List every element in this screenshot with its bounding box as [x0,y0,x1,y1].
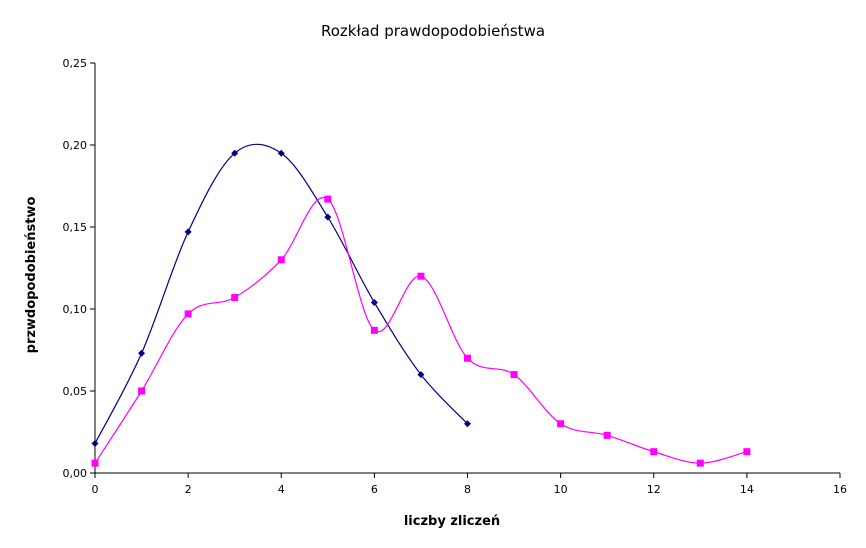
series-1-point [91,439,99,447]
series-1-point [370,298,378,306]
x-axis-label: liczby zliczeń [404,514,500,529]
y-tick-label: 0,15 [63,221,88,234]
x-tick-label: 6 [371,483,378,496]
chart-title: Rozkład prawdopodobieństwa [321,22,545,40]
x-tick-label: 10 [554,483,568,496]
series-2-point [277,256,285,264]
y-tick-label: 0,20 [63,139,88,152]
series-lines [94,143,748,464]
series-2-point [696,459,704,467]
series-2-point [91,459,99,467]
series-2-line [94,196,748,464]
series-1-point [417,371,425,379]
series-1-line [94,143,468,444]
y-tick-label: 0,00 [63,467,88,480]
series-1-point [277,149,285,157]
series-2-point [510,371,518,379]
x-tick-label: 16 [833,483,847,496]
series-1-point [138,349,146,357]
series-2-point [603,431,611,439]
series-1-point [324,213,332,221]
series-2-point [650,448,658,456]
series-1-point [464,420,471,428]
series-2-point [464,354,471,362]
series-2-point [324,195,332,203]
series-2-point [417,272,425,280]
x-tick-label: 0 [92,483,99,496]
y-tick-label: 0,05 [63,385,88,398]
x-tick-label: 14 [740,483,754,496]
series-2-point [138,387,146,395]
series-2-point [231,294,239,302]
x-tick-label: 4 [278,483,285,496]
series-1-point [184,228,192,236]
series-2-point [184,310,192,318]
x-axis-ticks: 0 2 4 6 8 10 12 14 16 [92,473,847,496]
series-2-point [743,448,751,456]
series-markers [91,149,751,467]
x-tick-label: 8 [464,483,471,496]
y-tick-label: 0,10 [63,303,88,316]
series-2-point [370,326,378,334]
y-axis-label: przwdopodobieństwo [24,197,39,354]
x-tick-label: 12 [647,483,661,496]
series-1-point [231,149,239,157]
x-tick-label: 2 [185,483,192,496]
y-axis-ticks: 0,00 0,05 0,10 0,15 0,20 0,25 [63,57,95,480]
y-tick-label: 0,25 [63,57,88,70]
series-2-point [557,420,565,428]
